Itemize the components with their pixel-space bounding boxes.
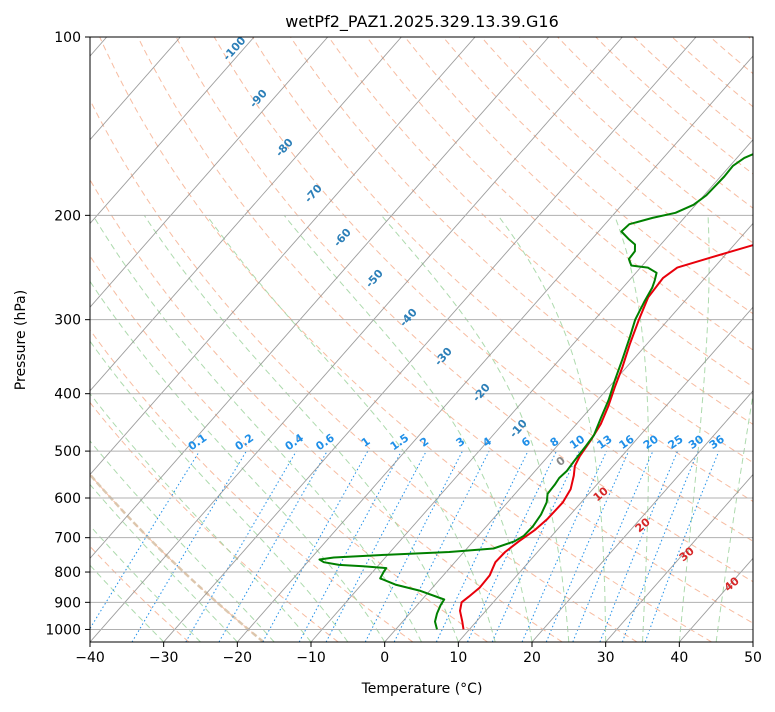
x-tick-label: −40 bbox=[75, 650, 105, 666]
dry-adiabat-line bbox=[62, 37, 637, 642]
mixing-ratio-label: 0.6 bbox=[313, 431, 337, 453]
mixing-ratio-label: 25 bbox=[666, 433, 686, 452]
dry-adiabat-line bbox=[634, 37, 775, 642]
isotherm-line bbox=[0, 37, 328, 642]
x-tick-label: 50 bbox=[744, 650, 762, 666]
dry-adiabat-label: -70 bbox=[302, 182, 325, 206]
mixing-ratio-label: 36 bbox=[707, 432, 727, 452]
moist-adiabat-line bbox=[284, 215, 532, 642]
y-tick-label: 900 bbox=[54, 595, 81, 611]
mixing-ratio-line bbox=[573, 451, 653, 642]
isotherm-line bbox=[90, 37, 622, 642]
dry-adiabat-label: -20 bbox=[470, 381, 493, 405]
x-axis-label: Temperature (°C) bbox=[361, 681, 483, 697]
mixing-ratio-label: 0.4 bbox=[283, 431, 307, 453]
dry-adiabat-line bbox=[558, 37, 775, 642]
isotherm-line bbox=[164, 37, 696, 642]
x-tick-label: −20 bbox=[223, 650, 253, 666]
mixing-ratio-line bbox=[600, 451, 678, 642]
y-tick-label: 600 bbox=[54, 491, 81, 507]
moist-adiabat-label: 10 bbox=[591, 484, 611, 504]
y-tick-label: 500 bbox=[54, 444, 81, 460]
mixing-ratio-line bbox=[82, 451, 200, 642]
isotherm-line bbox=[753, 37, 775, 642]
dry-adiabat-line bbox=[443, 37, 775, 642]
moist-adiabat-line bbox=[716, 215, 775, 642]
mixing-ratio-line bbox=[263, 451, 368, 642]
moist-adiabat-line bbox=[0, 215, 311, 642]
mixing-ratio-label: 6 bbox=[519, 435, 533, 450]
mixing-ratio-label: 8 bbox=[548, 435, 562, 450]
x-tick-label: 40 bbox=[670, 650, 688, 666]
x-tick-label: −10 bbox=[296, 650, 326, 666]
mixing-ratio-label: 20 bbox=[641, 432, 661, 452]
mixing-ratio-label: 1.5 bbox=[388, 431, 411, 453]
x-tick-label: 0 bbox=[380, 650, 389, 666]
moist-adiabat-line bbox=[0, 215, 164, 642]
x-tick-label: 10 bbox=[449, 650, 467, 666]
mixing-ratio-label: 16 bbox=[617, 432, 637, 452]
dry-adiabat-line bbox=[23, 37, 562, 642]
y-axis-label: Pressure (hPa) bbox=[13, 290, 29, 390]
chart-title: wetPf2_PAZ1.2025.329.13.39.G16 bbox=[285, 12, 559, 32]
moist-adiabats bbox=[0, 215, 775, 642]
mixing-ratio-line bbox=[186, 451, 297, 642]
mixing-ratio-line bbox=[492, 451, 579, 642]
moist-adiabat-line bbox=[0, 215, 274, 642]
mixing-ratio-label: 30 bbox=[686, 432, 706, 452]
moist-adiabat-label: 0 bbox=[554, 454, 568, 469]
y-tick-label: 200 bbox=[54, 208, 81, 224]
dry-adiabat-label: -30 bbox=[432, 345, 455, 369]
dry-adiabat-line bbox=[100, 37, 712, 642]
dry-adiabat-line bbox=[748, 37, 775, 642]
mixing-ratio-line bbox=[326, 451, 426, 642]
mixing-ratio-label: 13 bbox=[595, 433, 615, 452]
dry-adiabat-line bbox=[0, 37, 413, 642]
x-tick-label: 20 bbox=[523, 650, 541, 666]
dry-adiabats bbox=[0, 37, 775, 642]
y-tick-label: 400 bbox=[54, 387, 81, 403]
isotherm-line bbox=[0, 37, 254, 642]
dry-adiabat-label: -80 bbox=[273, 136, 296, 160]
mixing-ratio-label: 0.2 bbox=[233, 431, 256, 453]
moist-adiabat-line bbox=[50, 215, 385, 642]
dry-adiabat-line bbox=[0, 37, 338, 642]
mixing-ratio-label: 1 bbox=[359, 435, 373, 450]
grid-lines bbox=[0, 37, 775, 642]
y-tick-label: 700 bbox=[54, 531, 81, 547]
y-tick-label: 300 bbox=[54, 313, 81, 329]
moist-adiabat-label: 30 bbox=[677, 544, 697, 564]
isotherm-line bbox=[385, 37, 775, 642]
x-tick-label: 30 bbox=[597, 650, 615, 666]
dry-adiabat-line bbox=[710, 37, 775, 642]
y-tick-label: 1000 bbox=[45, 622, 81, 638]
mixing-ratio-line bbox=[436, 451, 528, 642]
mixing-ratio-line bbox=[219, 451, 327, 642]
isotherm-line bbox=[0, 37, 401, 642]
moist-adiabat-line bbox=[144, 215, 458, 642]
dry-adiabat-label: -40 bbox=[397, 306, 420, 330]
mixing-ratio-label: 0.1 bbox=[186, 431, 209, 453]
dry-adiabat-line bbox=[252, 37, 775, 642]
y-tick-label: 100 bbox=[54, 30, 81, 46]
dry-adiabat-label: -50 bbox=[363, 267, 386, 291]
moist-adiabat-line bbox=[0, 215, 237, 642]
moist-adiabat-line bbox=[614, 215, 648, 642]
mixing-ratio-line bbox=[394, 451, 489, 642]
x-tick-label: −30 bbox=[149, 650, 179, 666]
dry-adiabat-label: -60 bbox=[331, 226, 354, 250]
dry-adiabat-line bbox=[367, 37, 775, 642]
y-tick-label: 800 bbox=[54, 565, 81, 581]
mixing-ratio-lines bbox=[82, 451, 719, 642]
